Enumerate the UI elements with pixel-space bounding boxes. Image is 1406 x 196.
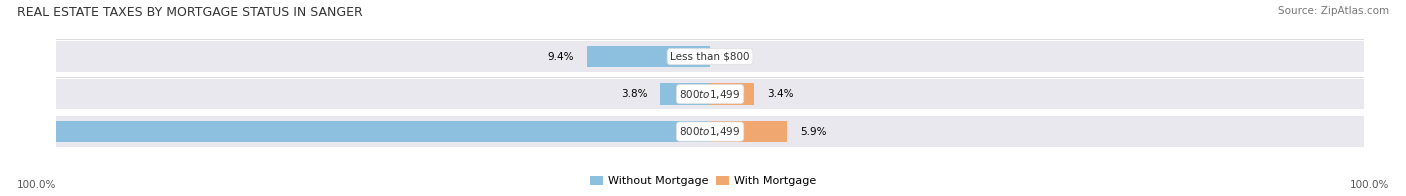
Legend: Without Mortgage, With Mortgage: Without Mortgage, With Mortgage: [585, 171, 821, 191]
Text: 3.8%: 3.8%: [621, 89, 647, 99]
Bar: [56, 116, 1364, 147]
Text: 100.0%: 100.0%: [17, 180, 56, 190]
Text: 5.9%: 5.9%: [800, 127, 827, 137]
Text: REAL ESTATE TAXES BY MORTGAGE STATUS IN SANGER: REAL ESTATE TAXES BY MORTGAGE STATUS IN …: [17, 6, 363, 19]
Text: Source: ZipAtlas.com: Source: ZipAtlas.com: [1278, 6, 1389, 16]
Bar: [0, 121, 710, 142]
Text: Less than $800: Less than $800: [671, 52, 749, 62]
Text: 9.4%: 9.4%: [547, 52, 574, 62]
Text: 0.0%: 0.0%: [723, 52, 749, 62]
Bar: [710, 121, 787, 142]
Text: 100.0%: 100.0%: [1350, 180, 1389, 190]
Bar: [56, 42, 1364, 72]
Point: [48, 58, 65, 61]
Bar: [661, 83, 710, 105]
Point: [60, 58, 77, 61]
Bar: [710, 83, 755, 105]
Text: $800 to $1,499: $800 to $1,499: [679, 88, 741, 101]
Bar: [56, 79, 1364, 109]
Bar: [588, 46, 710, 67]
Text: $800 to $1,499: $800 to $1,499: [679, 125, 741, 138]
Point: [48, 21, 65, 23]
Text: 3.4%: 3.4%: [768, 89, 794, 99]
Point: [60, 21, 77, 23]
